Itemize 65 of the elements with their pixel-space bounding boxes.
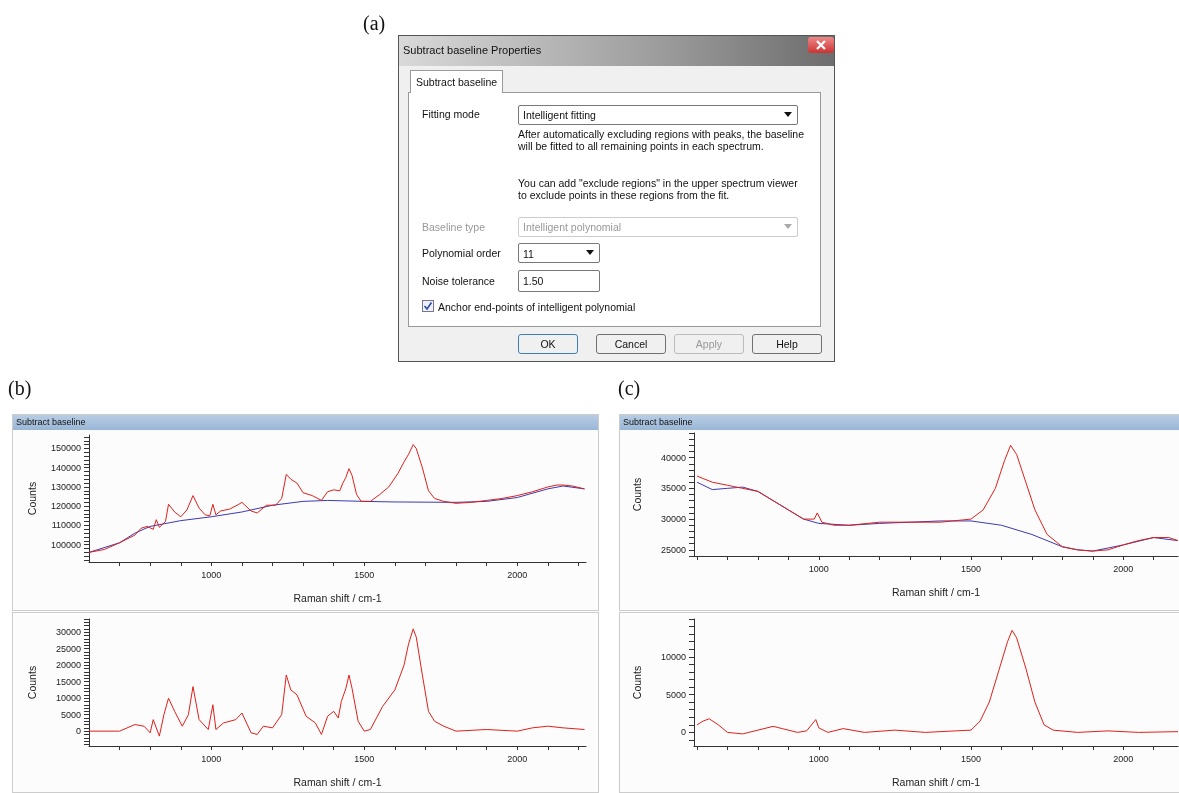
x-tick-label: 1500 <box>354 569 375 580</box>
y-axis-title: Counts <box>25 481 38 516</box>
text: Anchor end-points of intelligent polynomial <box>438 301 636 313</box>
text: After automatically excluding regions with peaks, the baseline will be fitted to all remaining points in each spectrum. <box>518 128 805 152</box>
x-tick-label: 1000 <box>808 563 829 574</box>
x-tick-label: 1000 <box>808 753 829 764</box>
text: Polynomial order <box>422 247 501 259</box>
text: (b) <box>8 377 32 400</box>
line-series <box>696 444 1179 552</box>
text: 1.50 <box>523 275 544 287</box>
y-tick-label: 5000 <box>665 689 686 700</box>
text: Baseline type <box>422 221 486 233</box>
text: Intelligent polynomial <box>523 221 622 233</box>
y-tick-label: 35000 <box>660 483 686 494</box>
y-tick-label: 15000 <box>55 676 81 687</box>
y-tick-label: 100000 <box>50 539 81 550</box>
x-tick-label: 2000 <box>507 569 528 580</box>
text: Subtract baseline Properties <box>403 44 542 56</box>
text: Cancel <box>613 338 649 350</box>
line-series <box>696 629 1179 735</box>
y-tick-label: 5000 <box>60 709 81 720</box>
text: Apply <box>694 338 724 350</box>
y-tick-label: 30000 <box>55 627 81 638</box>
text: Noise tolerance <box>422 275 495 287</box>
x-tick-label: 1000 <box>201 753 222 764</box>
text: (a) <box>363 12 386 35</box>
y-tick-label: 150000 <box>50 443 81 454</box>
x-axis-title: Raman shift / cm-1 <box>891 585 981 598</box>
x-tick-label: 1500 <box>960 753 982 764</box>
x-axis-title: Raman shift / cm-1 <box>293 591 382 604</box>
y-tick-label: 25000 <box>660 544 686 555</box>
x-tick-label: 1500 <box>960 563 982 574</box>
y-tick-label: 25000 <box>55 643 81 654</box>
y-tick-label: 20000 <box>55 660 81 671</box>
line-series <box>88 628 585 737</box>
y-tick-label: 40000 <box>660 452 686 463</box>
x-axis-title: Raman shift / cm-1 <box>293 775 382 788</box>
x-tick-label: 2000 <box>507 753 528 764</box>
x-tick-label: 2000 <box>1113 563 1134 574</box>
y-axis-title: Counts <box>630 477 643 512</box>
text: Fitting mode <box>422 108 480 120</box>
x-tick-label: 1500 <box>354 753 375 764</box>
y-tick-label: 120000 <box>50 501 81 512</box>
text: Intelligent fitting <box>523 109 596 121</box>
y-tick-label: 30000 <box>660 514 686 525</box>
y-axis-title: Counts <box>25 665 38 700</box>
chart-title: Subtract baseline <box>620 415 1179 430</box>
text: You can add "exclude regions" in the upper spectrum viewer to exclude points in these regions from the fit. <box>518 177 799 201</box>
x-tick-label: 2000 <box>1113 753 1134 764</box>
line-series <box>88 444 585 553</box>
text: 11 <box>523 248 534 260</box>
chart-title: Subtract baseline <box>13 415 598 430</box>
y-tick-label: 0 <box>680 727 686 738</box>
y-tick-label: 140000 <box>50 462 81 473</box>
x-axis-title: Raman shift / cm-1 <box>891 775 981 788</box>
y-tick-label: 0 <box>75 726 81 737</box>
text: OK <box>539 338 557 350</box>
y-tick-label: 10000 <box>55 693 81 704</box>
y-tick-label: 10000 <box>660 651 686 662</box>
y-tick-label: 130000 <box>50 481 81 492</box>
x-tick-label: 1000 <box>201 569 222 580</box>
y-axis-title: Counts <box>630 665 643 700</box>
y-tick-label: 110000 <box>51 520 81 531</box>
text: Help <box>775 338 799 350</box>
text: (c) <box>618 377 641 400</box>
